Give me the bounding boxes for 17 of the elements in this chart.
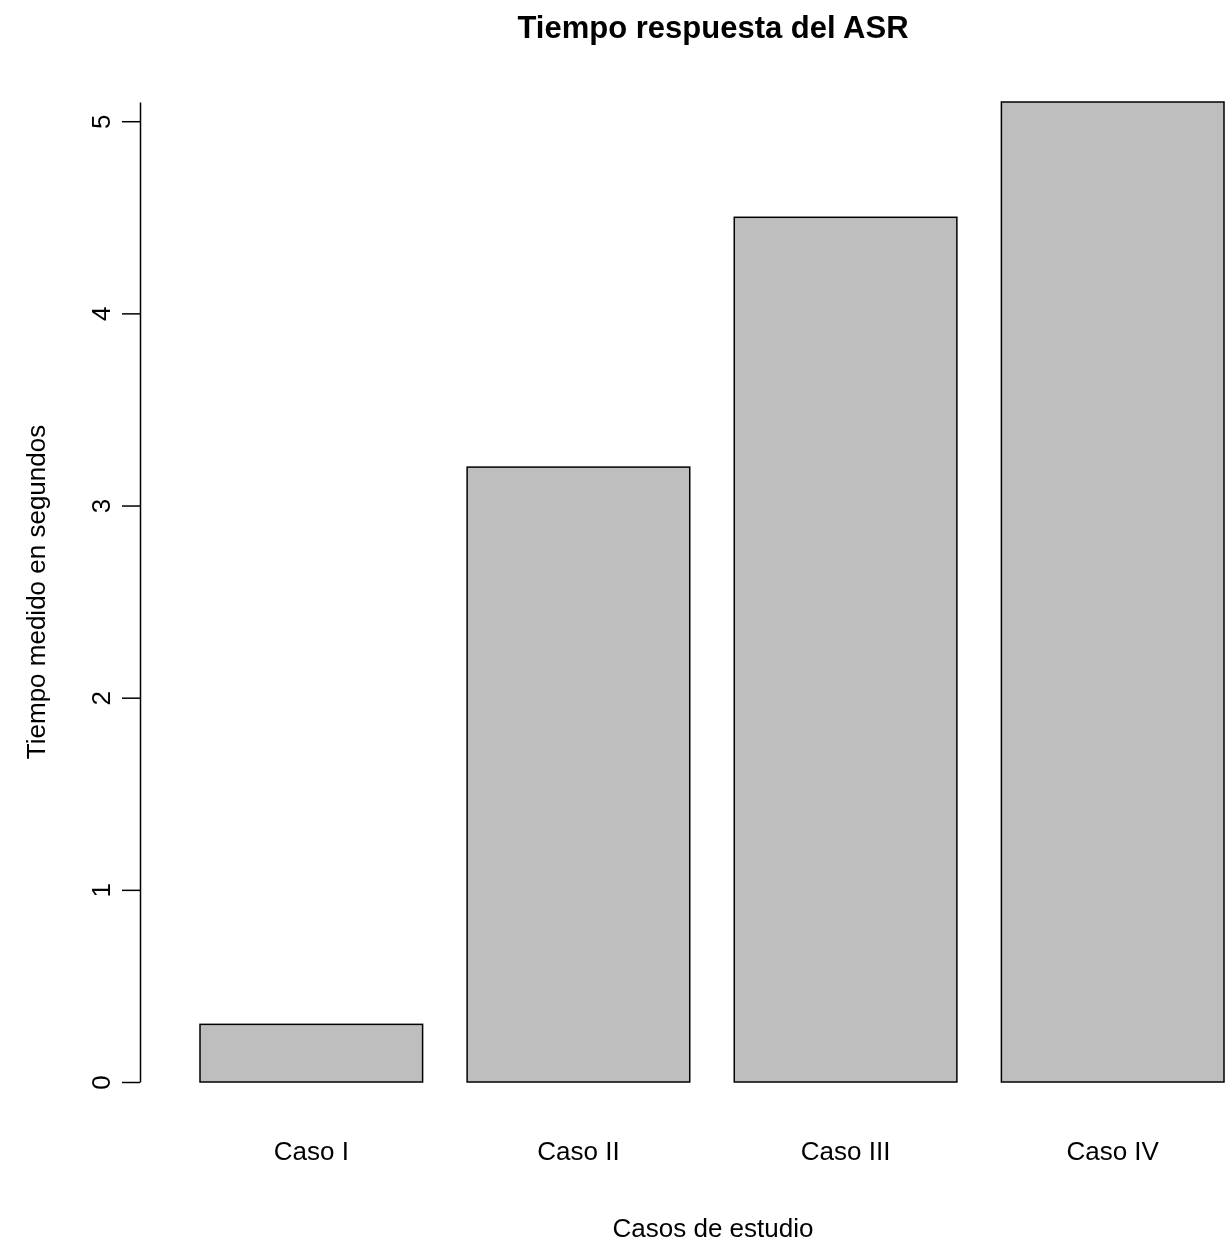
y-tick-label: 1 bbox=[86, 883, 116, 898]
y-tick-label: 5 bbox=[86, 114, 116, 129]
bar bbox=[199, 1023, 424, 1083]
y-tick-label: 4 bbox=[86, 306, 116, 322]
x-axis-title: Casos de estudio bbox=[612, 1213, 814, 1243]
bar bbox=[733, 216, 958, 1083]
x-tick-label: Caso I bbox=[273, 1136, 349, 1166]
bar bbox=[466, 466, 691, 1083]
bar bbox=[1000, 101, 1225, 1083]
y-axis-title: Tiempo medido en segundos bbox=[21, 424, 51, 760]
y-tick-label: 2 bbox=[86, 690, 116, 706]
x-tick-label: Caso III bbox=[800, 1136, 891, 1166]
y-tick-label: 3 bbox=[86, 498, 116, 514]
chart-title: Tiempo respuesta del ASR bbox=[517, 10, 909, 45]
y-tick-label: 0 bbox=[86, 1075, 116, 1090]
x-tick-label: Caso II bbox=[537, 1136, 620, 1166]
x-tick-label: Caso IV bbox=[1066, 1136, 1160, 1166]
